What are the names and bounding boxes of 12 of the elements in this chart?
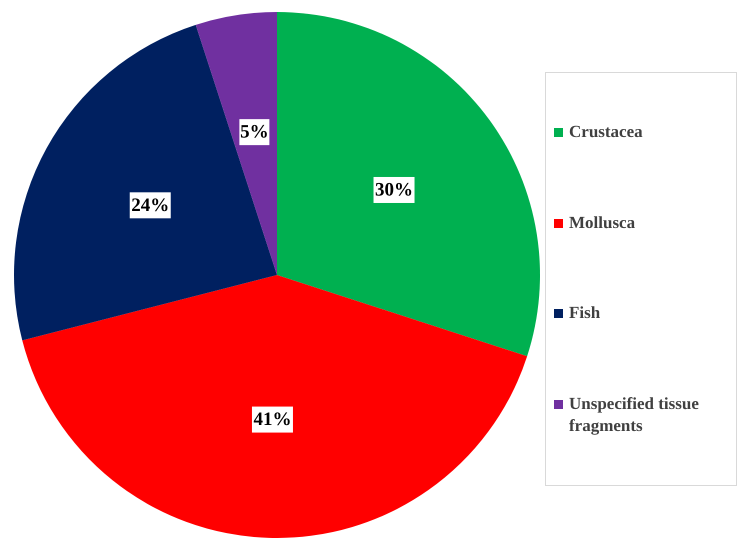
pie-slice: [277, 12, 540, 356]
data-label: 5%: [240, 122, 269, 143]
pie-slice: [196, 12, 277, 275]
data-label: 24%: [131, 194, 170, 216]
pie-slice: [22, 275, 528, 538]
data-label: 41%: [253, 409, 292, 430]
legend-label: Fish: [569, 302, 600, 324]
legend-label: Crustacea: [569, 121, 643, 144]
legend-label: Mollusca: [569, 212, 636, 234]
data-label: 30%: [375, 179, 414, 200]
pie-slice: [14, 24, 277, 340]
legend-label: Unspecified tissue fragments: [569, 392, 700, 437]
